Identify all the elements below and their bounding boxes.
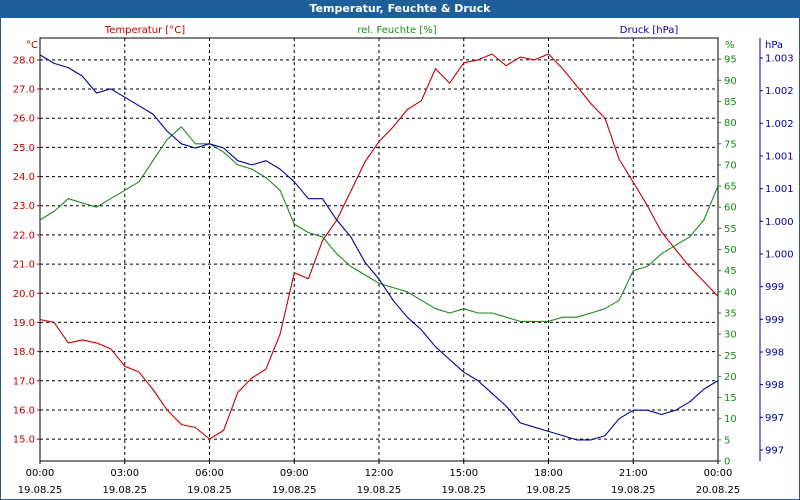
humidity-tick-label: 25 (724, 351, 737, 362)
humidity-tick-label: 70 (724, 160, 737, 171)
pressure-tick-label: 997 (765, 413, 784, 424)
humidity-tick-label: 15 (724, 393, 737, 404)
humidity-tick-label: 20 (724, 372, 737, 383)
x-tick-date-label: 19.08.25 (187, 485, 232, 496)
x-tick-date-label: 19.08.25 (272, 485, 317, 496)
x-tick-time-label: 21:00 (619, 468, 648, 479)
humidity-unit-label: % (725, 40, 735, 51)
pressure-tick-label: 997 (765, 446, 784, 457)
pressure-tick-label: 1.001 (765, 184, 794, 195)
temperature-tick-label: 22.0 (13, 230, 35, 241)
temperature-tick-label: 24.0 (13, 172, 35, 183)
humidity-tick-label: 90 (724, 76, 737, 87)
x-tick-date-label: 19.08.25 (357, 485, 402, 496)
pressure-tick-label: 999 (765, 282, 784, 293)
temperature-line (39, 53, 719, 440)
temperature-tick-label: 27.0 (13, 85, 35, 96)
humidity-tick-label: 85 (724, 97, 737, 108)
humidity-tick-label: 50 (724, 245, 737, 256)
series-layer (39, 53, 719, 441)
pressure-tick-label: 1.003 (765, 54, 794, 65)
humidity-tick-label: 95 (724, 55, 737, 66)
temperature-tick-label: 20.0 (13, 289, 35, 300)
pressure-tick-label: 998 (765, 380, 784, 391)
pressure-tick-label: 1.000 (765, 217, 794, 228)
humidity-tick-label: 30 (724, 330, 737, 341)
humidity-tick-label: 55 (724, 224, 737, 235)
temperature-tick-label: 21.0 (13, 260, 35, 271)
temperature-tick-label: 28.0 (13, 55, 35, 66)
humidity-tick-label: 80 (724, 118, 737, 129)
humidity-tick-label: 40 (724, 287, 737, 298)
temperature-tick-label: 17.0 (13, 376, 35, 387)
humidity-tick-label: 45 (724, 266, 737, 277)
pressure-tick-label: 999 (765, 315, 784, 326)
x-tick-date-label: 19.08.25 (441, 485, 486, 496)
x-tick-time-label: 00:00 (26, 468, 55, 479)
x-tick-date-label: 19.08.25 (102, 485, 147, 496)
pressure-line (39, 54, 719, 441)
x-tick-time-label: 06:00 (195, 468, 224, 479)
pressure-tick-label: 1.000 (765, 250, 794, 261)
humidity-axis-title: rel. Feuchte [%] (357, 25, 436, 36)
temperature-unit-label: °C (26, 40, 38, 51)
pressure-tick-label: 1.002 (765, 119, 794, 130)
pressure-tick-label: 1.001 (765, 152, 794, 163)
x-tick-date-label: 20.08.25 (696, 485, 741, 496)
x-tick-time-label: 15:00 (449, 468, 478, 479)
humidity-tick-label: 35 (724, 308, 737, 319)
humidity-tick-label: 65 (724, 182, 737, 193)
humidity-tick-label: 10 (724, 414, 737, 425)
humidity-tick-label: 5 (724, 435, 730, 446)
temperature-tick-label: 16.0 (13, 405, 35, 416)
humidity-tick-label: 0 (724, 457, 730, 468)
x-tick-time-label: 00:00 (704, 468, 733, 479)
grid-lines (40, 38, 718, 461)
temperature-tick-label: 19.0 (13, 318, 35, 329)
pressure-tick-label: 1.002 (765, 86, 794, 97)
pressure-axis-title: Druck [hPa] (620, 25, 679, 36)
chart-title: Temperatur, Feuchte & Druck (0, 0, 800, 18)
temperature-tick-label: 18.0 (13, 347, 35, 358)
humidity-tick-label: 60 (724, 203, 737, 214)
x-tick-date-label: 19.08.25 (18, 485, 63, 496)
x-tick-time-label: 12:00 (365, 468, 394, 479)
x-tick-date-label: 19.08.25 (611, 485, 656, 496)
pressure-tick-label: 998 (765, 348, 784, 359)
temperature-tick-label: 25.0 (13, 143, 35, 154)
humidity-tick-label: 75 (724, 139, 737, 150)
x-tick-time-label: 18:00 (534, 468, 563, 479)
x-tick-time-label: 09:00 (280, 468, 309, 479)
x-tick-time-label: 03:00 (110, 468, 139, 479)
humidity-line (39, 126, 719, 322)
temperature-tick-label: 23.0 (13, 201, 35, 212)
pressure-unit-label: hPa (765, 40, 783, 51)
axes: 15.0 16.0 17.0 18.0 19.0 20.0 21.0 22.0 23.0 24.0… (13, 38, 794, 496)
temperature-tick-label: 15.0 (13, 435, 35, 446)
x-tick-date-label: 19.08.25 (526, 485, 571, 496)
temperature-axis-title: Temperatur [°C] (104, 25, 185, 36)
temperature-tick-label: 26.0 (13, 114, 35, 125)
